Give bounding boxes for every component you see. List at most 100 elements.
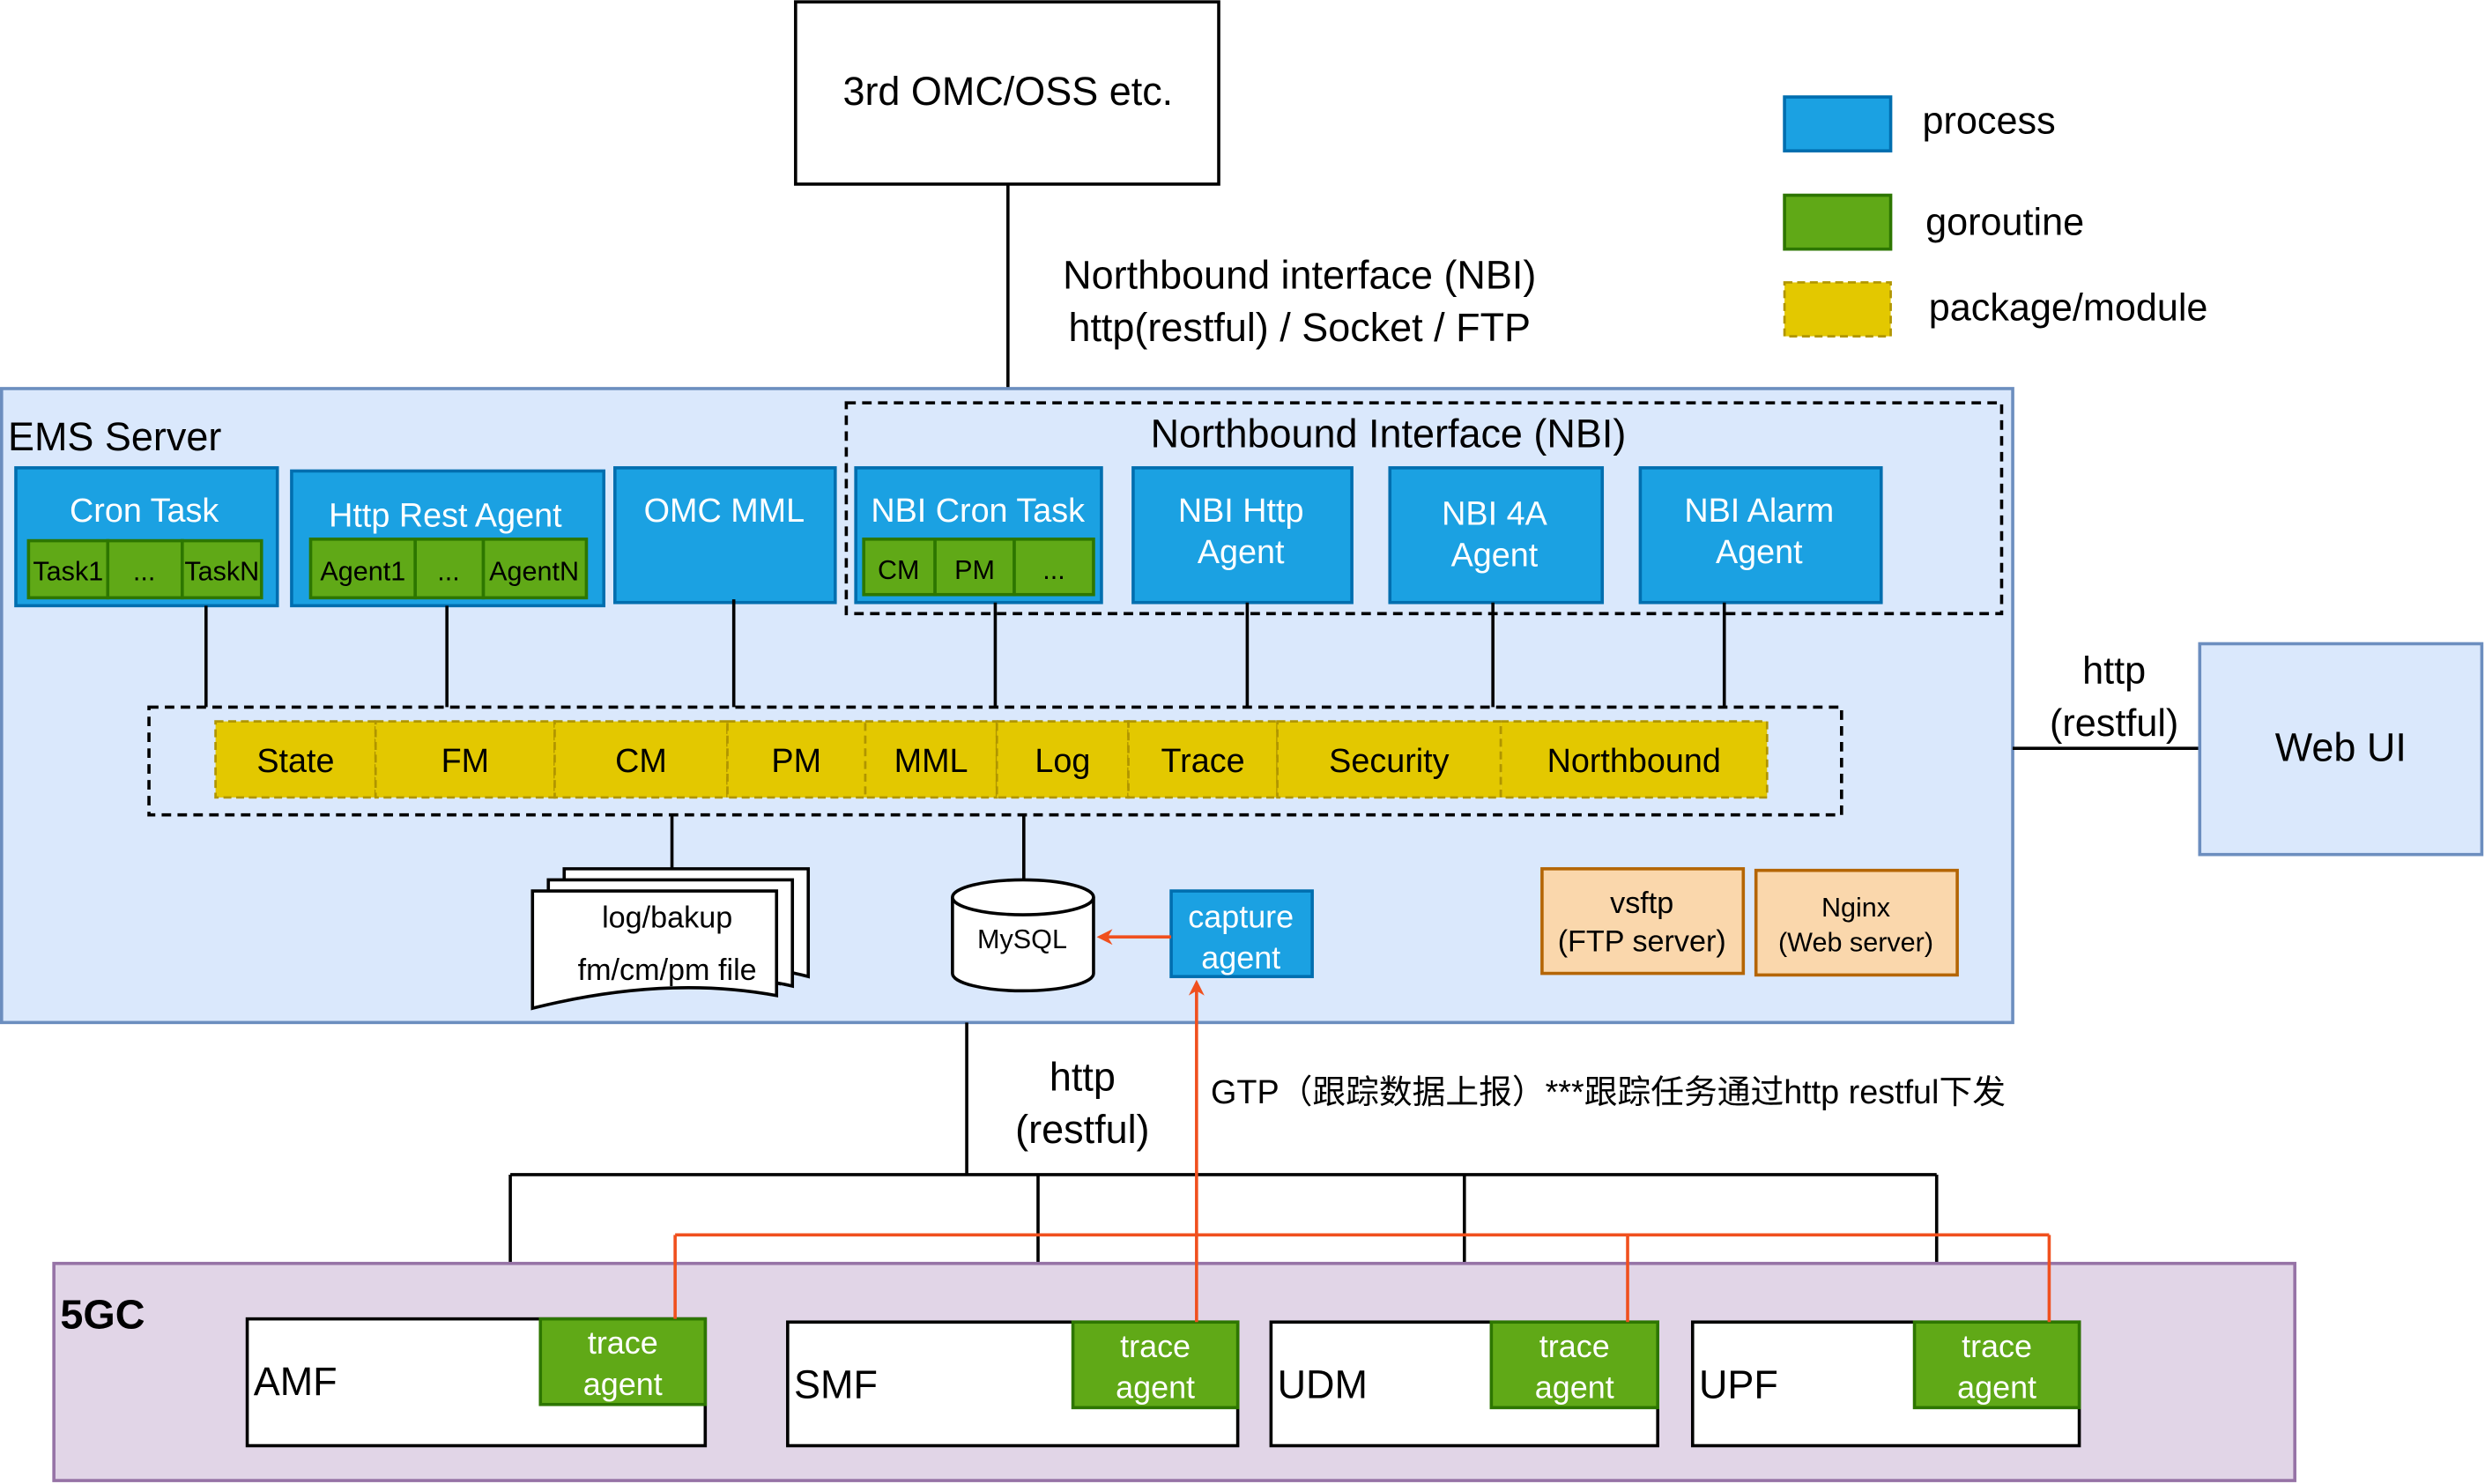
process-cron-task: Cron Task Task1 ... TaskN — [14, 466, 279, 608]
trace-lines — [673, 979, 2051, 1323]
svg-text:agent: agent — [1201, 939, 1280, 976]
svg-text:Northbound: Northbound — [1547, 743, 1721, 780]
trace-agent: trace agent — [1071, 1320, 1240, 1410]
svg-text:goroutine: goroutine — [1925, 201, 2084, 243]
vsftp-server: vsftp (FTP server) — [1540, 867, 1746, 976]
file-storage: log/bakup fm/cm/pm file — [530, 867, 811, 1011]
svg-text:3rd OMC/OSS etc.: 3rd OMC/OSS etc. — [842, 69, 1173, 114]
svg-text:CM: CM — [878, 555, 920, 585]
svg-text:MML: MML — [894, 743, 968, 780]
svg-text:...: ... — [1042, 555, 1064, 585]
svg-text:AMF: AMF — [254, 1359, 338, 1404]
module-pm: PM — [726, 720, 867, 799]
process-http-rest-agent: Http Rest Agent Agent1 ... AgentN — [290, 469, 606, 608]
svg-text:package/module: package/module — [1929, 287, 2208, 330]
oss-node: 3rd OMC/OSS etc. — [794, 0, 1220, 186]
module-fm: FM — [374, 720, 556, 799]
capture-agent: capture agent — [1169, 889, 1314, 978]
module-mml: MML — [864, 720, 998, 799]
gtp-note: GTP（跟踪数据上报）***跟踪任务通过http restful下发 — [1211, 1074, 2006, 1111]
svg-text:CM: CM — [615, 743, 667, 780]
svg-text:...: ... — [133, 557, 155, 587]
svg-text:Agent: Agent — [1716, 534, 1803, 571]
svg-text:Security: Security — [1329, 743, 1449, 780]
svg-text:trace: trace — [1120, 1328, 1191, 1364]
svg-text:Agent1: Agent1 — [320, 557, 405, 587]
process-connectors — [204, 599, 1726, 708]
svg-text:Web UI: Web UI — [2275, 725, 2407, 770]
svg-text:fm/cm/pm file: fm/cm/pm file — [578, 953, 757, 987]
ems-server: EMS Server Northbound Interface (NBI) Cr… — [0, 387, 2014, 1025]
svg-text:Nginx: Nginx — [1821, 893, 1890, 923]
nbi-group — [844, 401, 2004, 616]
svg-text:trace: trace — [588, 1324, 658, 1361]
svg-text:NBI 4A: NBI 4A — [1442, 496, 1547, 533]
legend-swatch-goroutine — [1783, 193, 1893, 251]
legend-swatch-package — [1783, 281, 1892, 338]
svg-text:log/bakup: log/bakup — [602, 901, 732, 934]
svg-text:(Web server): (Web server) — [1778, 927, 1933, 957]
svg-text:http: http — [1050, 1055, 1116, 1100]
svg-text:State: State — [256, 743, 334, 780]
process-nbi-alarm-agent: NBI Alarm Agent — [1638, 466, 1883, 605]
svg-text:MySQL: MySQL — [977, 924, 1067, 954]
trace-agent: trace agent — [1912, 1320, 2081, 1410]
module-list: State FM CM PM MML Log Trace Security Northbound — [214, 720, 1769, 799]
svg-text:agent: agent — [583, 1366, 663, 1402]
svg-text:UDM: UDM — [1278, 1362, 1368, 1407]
legend-swatch-process — [1783, 95, 1893, 152]
svg-text:agent: agent — [1535, 1369, 1614, 1406]
nf-upf: UPF trace agent — [1690, 1320, 2081, 1448]
nf-udm: UDM trace agent — [1269, 1320, 1659, 1448]
svg-text:process: process — [1923, 100, 2056, 142]
svg-text:Log: Log — [1035, 743, 1090, 780]
module-group — [147, 705, 1843, 817]
svg-text:Task1: Task1 — [33, 557, 103, 587]
nginx-server: Nginx (Web server) — [1754, 868, 1959, 977]
svg-text:OMC MML: OMC MML — [644, 493, 805, 530]
svg-text:(FTP server): (FTP server) — [1558, 924, 1726, 958]
svg-text:PM: PM — [771, 743, 821, 780]
svg-text:FM: FM — [441, 743, 490, 780]
svg-text:Agent: Agent — [1451, 537, 1539, 574]
process-nbi-cron-task: NBI Cron Task CM PM ... — [854, 466, 1103, 605]
svg-text:NBI Cron Task: NBI Cron Task — [871, 493, 1085, 530]
svg-text:capture: capture — [1188, 898, 1294, 934]
svg-text:agent: agent — [1116, 1369, 1195, 1406]
svg-text:trace: trace — [1539, 1328, 1610, 1364]
process-nbi-http-agent: NBI Http Agent — [1131, 466, 1354, 605]
nf-smf: SMF trace agent — [786, 1320, 1240, 1448]
module-state: State — [214, 720, 377, 799]
svg-text:Cron Task: Cron Task — [70, 493, 219, 530]
svg-text:agent: agent — [1957, 1369, 2036, 1406]
mysql-database: MySQL — [951, 878, 1095, 993]
ems-title: EMS Server — [8, 414, 221, 459]
svg-text:(restful): (restful) — [1015, 1107, 1149, 1152]
svg-text:Agent: Agent — [1198, 534, 1285, 571]
svg-text:Trace: Trace — [1161, 743, 1244, 780]
nbi-link-label: Northbound interface (NBI) — [1063, 253, 1536, 298]
svg-text:5GC: 5GC — [60, 1291, 145, 1337]
web-ui-node: Web UI — [2198, 642, 2484, 857]
module-security: Security — [1276, 720, 1502, 799]
svg-text:AgentN: AgentN — [489, 557, 579, 587]
svg-text:UPF: UPF — [1699, 1362, 1778, 1407]
trace-agent: trace agent — [1489, 1320, 1659, 1410]
svg-text:trace: trace — [1962, 1328, 2032, 1364]
process-omc-mml: OMC MML — [613, 466, 837, 605]
svg-text:NBI Http: NBI Http — [1178, 493, 1304, 530]
legend: process goroutine package/module — [1783, 95, 2208, 338]
nf-amf: AMF trace agent — [245, 1317, 708, 1448]
nbi-group-title: Northbound Interface (NBI) — [1151, 411, 1627, 456]
svg-text:TaskN: TaskN — [184, 557, 259, 587]
module-cm: CM — [553, 720, 729, 799]
trace-agent: trace agent — [538, 1317, 708, 1406]
svg-text:...: ... — [437, 557, 459, 587]
svg-text:SMF: SMF — [794, 1362, 878, 1407]
module-northbound: Northbound — [1499, 720, 1769, 799]
nbi-link-protocols: http(restful) / Socket / FTP — [1068, 305, 1531, 350]
svg-text:vsftp: vsftp — [1610, 887, 1673, 920]
svg-text:http: http — [2082, 649, 2146, 692]
svg-text:Http Rest Agent: Http Rest Agent — [329, 497, 562, 534]
